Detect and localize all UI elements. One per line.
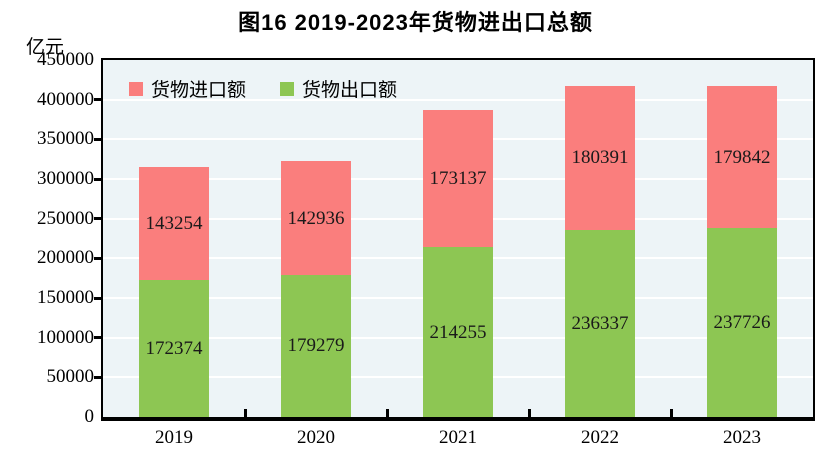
x-axis-category-label: 2020 xyxy=(297,427,335,448)
legend-swatch-exports-icon xyxy=(280,81,295,96)
bar-value-label: 214255 xyxy=(429,321,487,343)
y-axis-tick xyxy=(94,137,102,141)
x-axis-tick xyxy=(385,409,389,417)
x-axis-category-label: 2022 xyxy=(581,427,619,448)
x-axis-tick xyxy=(669,409,673,417)
y-axis-tick-label: 250000 xyxy=(37,207,94,229)
bar-value-label: 172374 xyxy=(145,338,203,360)
y-axis-tick xyxy=(94,256,102,260)
y-axis-tick xyxy=(94,336,102,340)
y-axis-tick xyxy=(94,375,102,379)
bar-segment-exports-2022: 236337 xyxy=(565,229,635,417)
y-axis-tick-label: 350000 xyxy=(37,128,94,150)
y-axis-tick xyxy=(94,98,102,102)
y-axis-tick xyxy=(94,177,102,181)
bar-value-label: 142936 xyxy=(287,207,345,229)
y-axis-tick-label: 50000 xyxy=(46,366,95,388)
y-axis-tick-label: 150000 xyxy=(37,287,94,308)
legend-label-exports: 货物出口额 xyxy=(302,80,398,101)
bar-value-label: 143254 xyxy=(145,212,203,234)
x-axis-category-label: 2023 xyxy=(723,427,761,448)
x-axis-tick xyxy=(243,409,247,417)
legend-swatch-imports-icon xyxy=(129,81,143,96)
legend-item-exports: 货物出口额 xyxy=(280,75,397,102)
gridline xyxy=(103,98,813,101)
x-axis-category-label: 2021 xyxy=(439,427,477,448)
legend: 货物进口额 货物出口额 xyxy=(129,75,397,102)
bar-segment-imports-2021: 173137 xyxy=(423,109,493,248)
y-axis-tick-label: 200000 xyxy=(37,247,94,269)
y-axis-tick xyxy=(94,296,102,300)
plot-area: 172374 143254 179279 142936 214255 173137 2363… xyxy=(101,58,815,421)
legend-label-imports: 货物进口额 xyxy=(151,80,247,101)
y-axis-tick-label: 450000 xyxy=(37,49,94,70)
bar-value-label: 180391 xyxy=(571,147,629,169)
bar-segment-exports-2021: 214255 xyxy=(423,247,493,417)
chart-title: 图16 2019-2023年货物进出口总额 xyxy=(238,10,593,35)
y-axis-tick-label: 0 xyxy=(84,406,95,427)
y-axis-unit-label: 亿元 xyxy=(26,37,65,58)
bar-value-label: 236337 xyxy=(571,312,629,334)
y-axis-tick-label: 400000 xyxy=(37,88,94,110)
y-axis-tick-label: 100000 xyxy=(37,326,94,348)
bar-segment-exports-2020: 179279 xyxy=(281,274,351,417)
y-axis-tick xyxy=(94,217,102,221)
bar-segment-imports-2023: 179842 xyxy=(707,85,777,229)
x-axis-category-label: 2019 xyxy=(155,427,193,448)
bar-value-label: 179279 xyxy=(287,335,345,357)
bar-segment-imports-2020: 142936 xyxy=(281,161,351,275)
bar-segment-imports-2022: 180391 xyxy=(565,86,635,230)
bar-segment-exports-2023: 237726 xyxy=(707,228,777,417)
bar-value-label: 173137 xyxy=(429,167,487,189)
bar-value-label: 179842 xyxy=(713,146,771,168)
bar-segment-imports-2019: 143254 xyxy=(139,166,209,281)
legend-item-imports: 货物进口额 xyxy=(129,75,246,102)
bar-value-label: 237726 xyxy=(713,312,771,334)
y-axis-tick-label: 300000 xyxy=(37,168,94,189)
bar-segment-exports-2019: 172374 xyxy=(139,280,209,417)
x-axis-tick xyxy=(527,409,531,417)
